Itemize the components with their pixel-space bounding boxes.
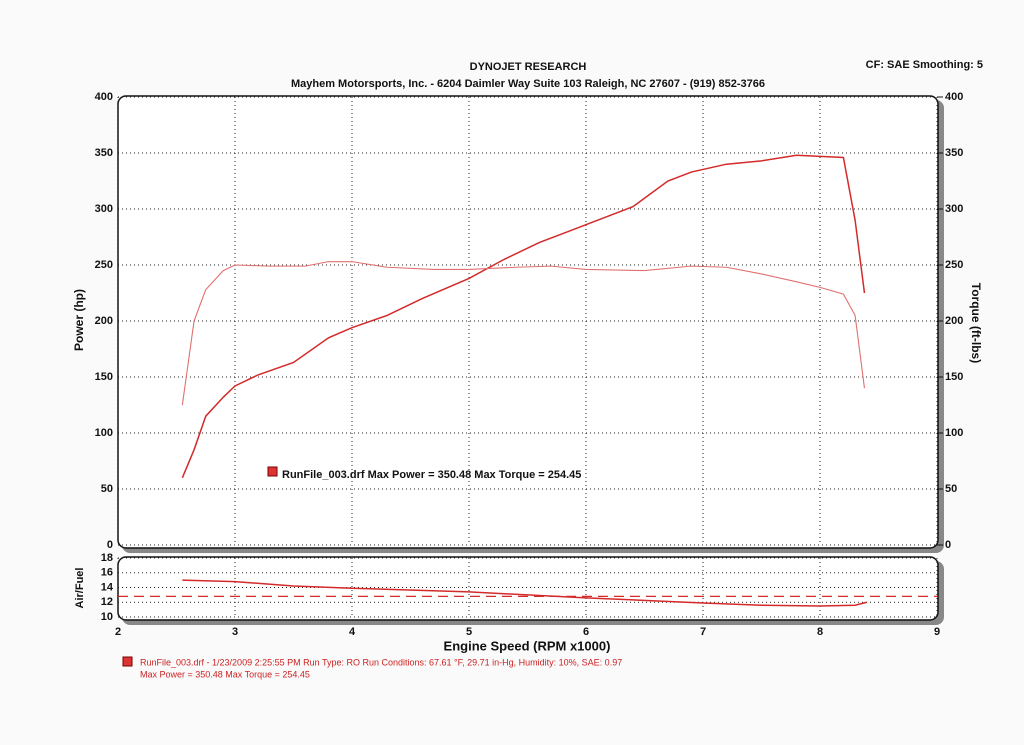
x-tick-label: 2 [115, 626, 121, 638]
data-line [182, 579, 867, 607]
y-tick-label: 150 [95, 371, 113, 383]
y2-tick-label: 100 [945, 427, 963, 439]
y2-tick-label: 0 [945, 539, 951, 551]
chart-subtitle: Mayhem Motorsports, Inc. - 6204 Daimler … [291, 78, 765, 90]
x-tick-label: 7 [700, 626, 706, 638]
y2-tick-label: 400 [945, 91, 963, 103]
x-axis-label: Engine Speed (RPM x1000) [444, 638, 611, 653]
y-tick-label: 400 [95, 91, 113, 103]
chart-title: DYNOJET RESEARCH [470, 61, 587, 73]
y2-tick-label: 150 [945, 371, 963, 383]
y2-tick-label: 350 [945, 147, 963, 159]
y-tick-label: 10 [101, 611, 113, 623]
data-line [181, 261, 866, 406]
y-axis-label: Air/Fuel [74, 568, 86, 609]
x-tick-label: 3 [232, 626, 238, 638]
y-axis-label: Power (hp) [72, 289, 86, 351]
y-tick-label: 100 [95, 427, 113, 439]
x-tick-label: 8 [817, 626, 823, 638]
y-tick-label: 16 [101, 567, 113, 579]
y2-tick-label: 250 [945, 259, 963, 271]
x-tick-label: 9 [934, 626, 940, 638]
y-tick-label: 200 [95, 315, 113, 327]
legend-swatch [122, 656, 133, 667]
settings-text: CF: SAE Smoothing: 5 [866, 59, 983, 71]
y-tick-label: 350 [95, 147, 113, 159]
y-tick-label: 300 [95, 203, 113, 215]
x-tick-label: 6 [583, 626, 589, 638]
y-tick-label: 0 [107, 539, 113, 551]
data-line [181, 154, 866, 479]
y-tick-label: 50 [101, 483, 113, 495]
plot-frame [117, 556, 939, 621]
legend-swatch [267, 466, 278, 477]
y-tick-label: 18 [101, 552, 113, 564]
y-tick-label: 14 [101, 581, 114, 593]
y2-axis-label: Torque (ft-lbs) [969, 283, 983, 363]
y-tick-label: 250 [95, 259, 113, 271]
y2-tick-label: 200 [945, 315, 963, 327]
footer-text: RunFile_003.drf - 1/23/2009 2:25:55 PM R… [140, 657, 622, 667]
y2-tick-label: 300 [945, 203, 963, 215]
annotation: RunFile_003.drf Max Power = 350.48 Max T… [282, 469, 581, 481]
x-tick-label: 5 [466, 626, 472, 638]
x-tick-label: 4 [349, 626, 356, 638]
y-tick-label: 12 [101, 596, 113, 608]
y2-tick-label: 50 [945, 483, 957, 495]
footer-text: Max Power = 350.48 Max Torque = 254.45 [140, 669, 310, 679]
